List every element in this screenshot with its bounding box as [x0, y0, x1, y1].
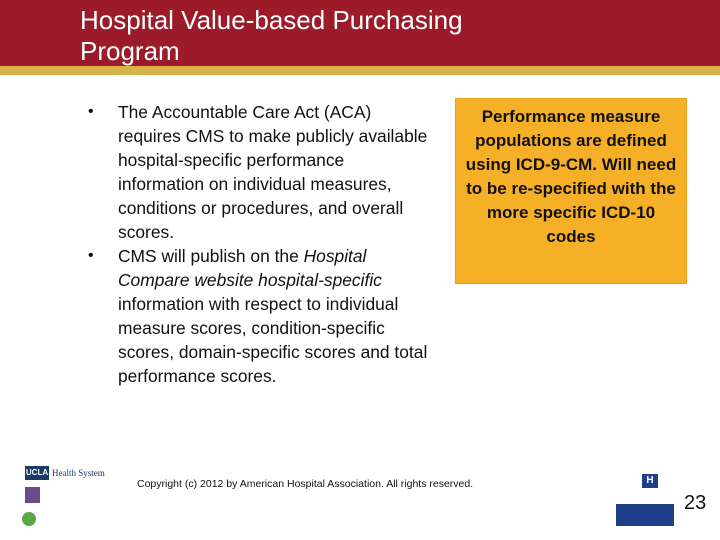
- title-stripe: [0, 66, 720, 75]
- callout-box: Performance measure populations are defi…: [455, 98, 687, 284]
- aha-logo: H: [628, 474, 674, 500]
- aha-logo-mark: H: [642, 474, 658, 488]
- partner-logo-mark: [25, 487, 40, 503]
- slide-title-line-1: Hospital Value-based Purchasing: [80, 5, 463, 35]
- slide-title: Hospital Value-based Purchasing Program: [80, 5, 680, 67]
- title-bar: [0, 0, 720, 66]
- ucla-health-logo: UCLA Health System: [25, 466, 105, 480]
- bullet-list: • The Accountable Care Act (ACA) require…: [88, 100, 428, 388]
- bullet-text-end: information with respect to individual m…: [118, 294, 428, 386]
- bullet-text-italic: Hospital Compare website hospital-specif…: [118, 246, 382, 290]
- copyright-footer: Copyright (c) 2012 by American Hospital …: [137, 478, 474, 490]
- green-partner-logo: [22, 510, 72, 528]
- bullet-item: • The Accountable Care Act (ACA) require…: [88, 100, 428, 244]
- bullet-item: • CMS will publish on the Hospital Compa…: [88, 244, 428, 388]
- awards-logo: [616, 504, 674, 526]
- green-logo-mark: [22, 512, 36, 526]
- partner-logo: [25, 487, 70, 503]
- slide-title-line-2: Program: [80, 36, 180, 66]
- page-number: 23: [684, 492, 707, 514]
- bullet-dot-icon: •: [88, 103, 94, 120]
- callout-text: Performance measure populations are defi…: [465, 107, 677, 246]
- bullet-dot-icon: •: [88, 247, 94, 264]
- bullet-text: The Accountable Care Act (ACA) requires …: [118, 102, 428, 242]
- ucla-logo-mark: UCLA: [25, 466, 49, 480]
- bullet-text-start: CMS will publish on the: [118, 246, 304, 266]
- ucla-logo-text: Health System: [52, 468, 105, 478]
